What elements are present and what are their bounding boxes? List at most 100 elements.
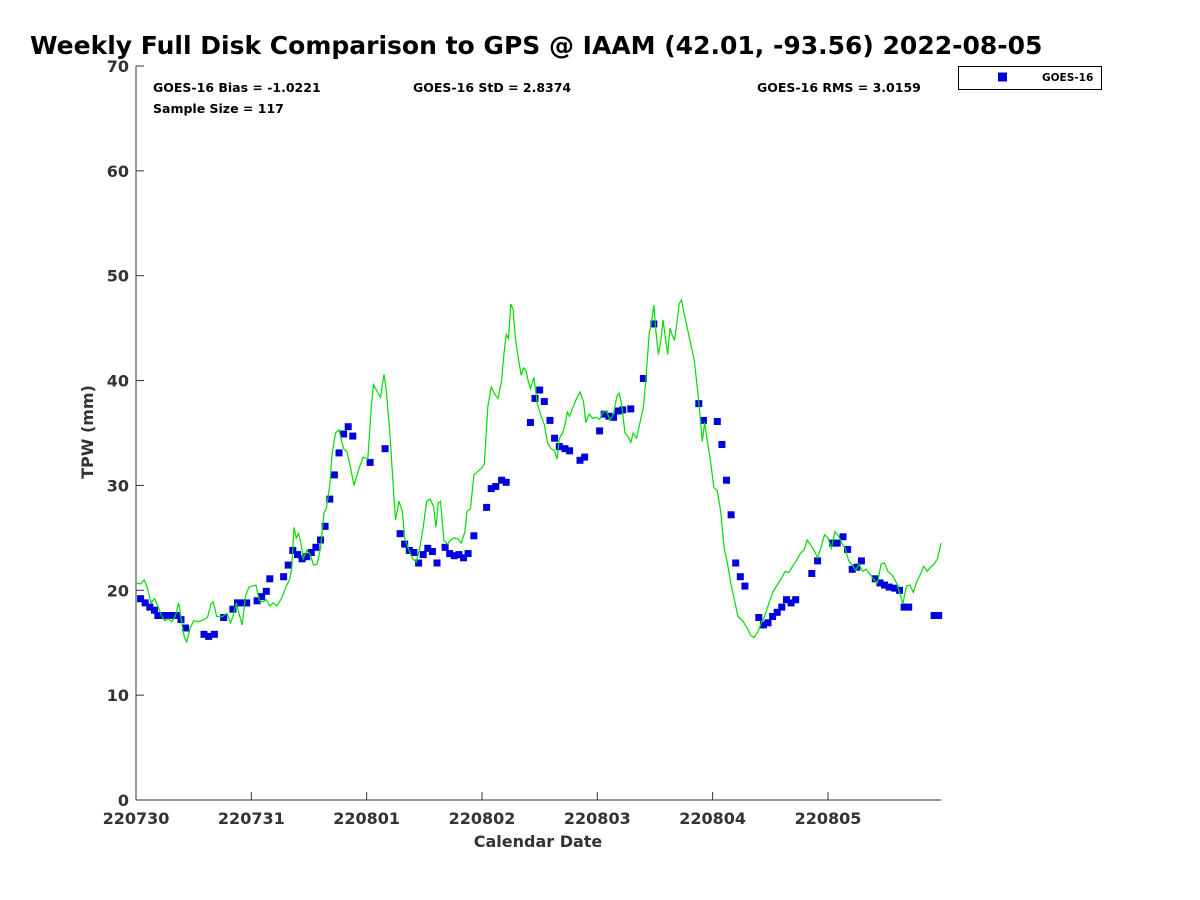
goes16-point — [280, 573, 288, 581]
y-tick-label: 10 — [107, 686, 129, 705]
goes16-point — [243, 599, 251, 607]
goes16-point — [168, 612, 176, 619]
goes16-point — [844, 545, 852, 553]
goes16-point — [713, 418, 721, 425]
goes16-point — [755, 614, 763, 621]
legend-marker-goes16 — [998, 72, 1007, 82]
goes16-point — [576, 456, 584, 464]
goes16-point — [833, 539, 841, 547]
x-tick-label: 220805 — [795, 809, 862, 828]
goes16-point — [294, 551, 301, 559]
goes16-point — [464, 550, 472, 558]
goes16-point — [262, 587, 270, 595]
goes16-point — [210, 630, 218, 638]
goes16-point — [792, 596, 800, 604]
y-tick-label: 50 — [107, 267, 129, 286]
gps-line — [135, 298, 942, 644]
goes16-point — [303, 553, 311, 561]
goes16-point — [896, 586, 903, 594]
goes16-point — [773, 608, 781, 616]
x-tick-label: 220731 — [218, 809, 285, 828]
goes16-point — [182, 624, 190, 632]
goes16-point — [531, 394, 539, 402]
goes16-point — [769, 613, 777, 620]
goes16-point — [502, 478, 510, 486]
goes16-point — [492, 483, 500, 490]
goes16-point — [321, 522, 329, 530]
y-tick-label: 60 — [107, 162, 129, 181]
goes16-point — [600, 410, 608, 418]
goes16-point — [455, 551, 463, 559]
goes16-point — [526, 419, 534, 426]
goes16-point — [424, 544, 432, 552]
y-tick-label: 0 — [118, 791, 129, 810]
y-tick-label: 40 — [107, 372, 129, 391]
goes16-point — [905, 603, 913, 611]
bias-stat: GOES-16 Bias = -1.0221 — [153, 80, 321, 95]
x-tick-label: 220804 — [679, 809, 746, 828]
goes16-point — [727, 511, 735, 519]
goes16-point — [783, 596, 790, 604]
goes16-point — [229, 605, 237, 613]
goes16-point — [736, 573, 744, 581]
goes16-point — [330, 471, 338, 479]
x-axis-label: Calendar Date — [474, 832, 603, 851]
goes16-point — [470, 532, 478, 540]
goes16-point — [172, 612, 180, 619]
y-tick-label: 20 — [107, 581, 129, 600]
goes16-point — [141, 599, 149, 607]
goes16-point — [881, 581, 888, 589]
rms-stat: GOES-16 RMS = 3.0159 — [757, 80, 921, 95]
goes16-point — [146, 603, 154, 611]
x-axis: 220730 220731 220801 220802 220803 220804 2208… — [103, 792, 862, 828]
goes16-point — [200, 630, 208, 638]
goes16-point — [848, 565, 856, 573]
goes16-point — [410, 549, 418, 556]
goes16-point — [610, 413, 617, 421]
goes16-point — [741, 582, 749, 590]
goes16-point — [317, 536, 324, 544]
goes16-point — [885, 583, 893, 591]
goes16-point — [639, 375, 647, 382]
goes16-point — [764, 619, 772, 627]
legend-box — [958, 66, 1102, 90]
goes16-point — [699, 416, 707, 424]
goes16-point — [900, 603, 908, 611]
goes16-point — [546, 416, 554, 424]
goes16-point — [284, 561, 292, 569]
plot-area — [135, 66, 943, 801]
goes16-point — [326, 495, 334, 503]
goes16-point — [540, 398, 548, 405]
y-axis: 0 10 20 30 40 50 60 70 — [107, 57, 144, 810]
goes16-point — [627, 405, 635, 413]
std-stat: GOES-16 StD = 2.8374 — [413, 80, 571, 95]
goes16-point — [450, 552, 458, 560]
goes16-point — [935, 612, 943, 619]
goes16-point — [441, 543, 449, 551]
goes16-point — [561, 445, 569, 453]
x-tick-label: 220730 — [103, 809, 170, 828]
goes16-point — [787, 599, 795, 607]
goes16-point — [551, 434, 559, 442]
goes16-point — [220, 614, 228, 621]
goes16-point — [814, 557, 822, 565]
goes16-point — [298, 555, 306, 563]
chart-title: Weekly Full Disk Comparison to GPS @ IAA… — [30, 31, 1042, 60]
goes16-point — [401, 540, 409, 548]
goes16-point — [759, 621, 767, 629]
goes16-point — [428, 548, 436, 555]
goes16-point — [335, 449, 343, 457]
goes16-point — [137, 595, 145, 603]
goes16-point — [732, 559, 740, 567]
goes16-point — [258, 593, 266, 601]
x-tick-label: 220802 — [449, 809, 516, 828]
goes16-point — [159, 612, 166, 619]
goes16-point — [366, 458, 374, 466]
goes16-point — [234, 599, 241, 607]
legend-label-goes16: GOES-16 — [1042, 72, 1093, 84]
goes16-point — [930, 612, 938, 619]
goes16-point — [891, 584, 899, 592]
goes16-point — [650, 320, 658, 328]
goes16-point — [419, 551, 427, 559]
